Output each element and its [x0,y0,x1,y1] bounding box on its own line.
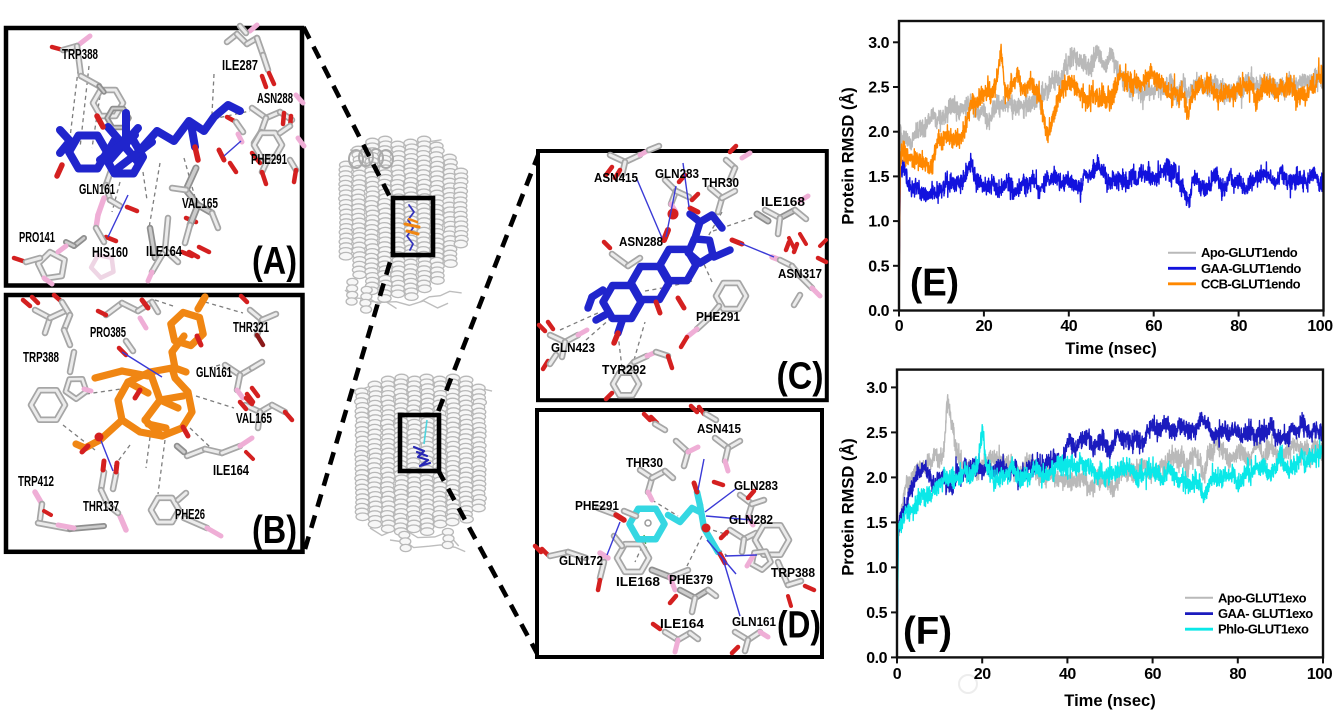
svg-text:PHE291: PHE291 [575,498,619,513]
svg-text:GLN423: GLN423 [551,340,595,355]
svg-text:PHE379: PHE379 [669,572,713,587]
svg-text:2.0: 2.0 [868,124,889,141]
svg-text:0: 0 [895,318,904,335]
svg-text:ILE287: ILE287 [222,57,258,74]
svg-text:60: 60 [1144,666,1161,683]
svg-text:GAA- GLUT1exo: GAA- GLUT1exo [1218,606,1313,621]
svg-text:ILE168: ILE168 [761,194,805,209]
svg-text:0.0: 0.0 [866,650,887,667]
svg-text:(A): (A) [252,240,297,283]
svg-text:ILE164: ILE164 [213,462,249,479]
svg-text:ASN288: ASN288 [619,234,663,249]
svg-text:CCB-GLUT1endo: CCB-GLUT1endo [1201,276,1301,291]
svg-text:80: 80 [1230,318,1247,335]
svg-text:Protein RMSD (Å): Protein RMSD (Å) [839,87,858,225]
svg-text:GLN283: GLN283 [655,166,699,181]
svg-text:3.0: 3.0 [866,380,887,397]
svg-text:40: 40 [1059,666,1076,683]
svg-text:TRP388: TRP388 [23,349,59,366]
svg-text:Apo-GLUT1exo: Apo-GLUT1exo [1218,590,1307,605]
svg-text:(B): (B) [252,509,297,552]
svg-text:1.0: 1.0 [866,560,887,577]
svg-text:100: 100 [1307,318,1333,335]
svg-text:GAA-GLUT1endo: GAA-GLUT1endo [1201,261,1301,276]
svg-text:40: 40 [1060,318,1077,335]
svg-text:GLN161: GLN161 [732,614,776,629]
svg-text:Apo-GLUT1endo: Apo-GLUT1endo [1201,245,1298,260]
svg-text:0.5: 0.5 [866,605,887,622]
svg-text:PHE291: PHE291 [696,309,740,324]
svg-text:ILE164: ILE164 [146,243,182,260]
svg-text:ASN288: ASN288 [257,90,293,107]
svg-text:PHE26: PHE26 [175,506,205,523]
svg-text:2.5: 2.5 [866,425,887,442]
svg-text:2.5: 2.5 [868,80,889,97]
svg-text:ILE164: ILE164 [660,616,705,631]
svg-text:(D): (D) [777,605,821,647]
svg-text:ASN415: ASN415 [697,421,741,436]
svg-text:100: 100 [1307,666,1333,683]
svg-text:PHE291: PHE291 [251,151,287,168]
svg-text:GLN283: GLN283 [734,478,778,493]
svg-text:GLN161: GLN161 [196,364,232,381]
svg-text:PRO141: PRO141 [19,229,55,246]
svg-text:Protein RMSD (Å): Protein RMSD (Å) [839,438,858,576]
svg-text:1.5: 1.5 [868,169,889,186]
svg-text:VAL165: VAL165 [236,410,272,427]
svg-text:TRP388: TRP388 [62,46,98,63]
svg-text:20: 20 [976,318,993,335]
svg-text:THR30: THR30 [702,175,739,190]
svg-text:(E): (E) [910,262,959,305]
svg-text:0.0: 0.0 [868,303,889,320]
svg-text:ASN415: ASN415 [594,170,638,185]
svg-text:TRP388: TRP388 [771,565,815,580]
svg-text:0.5: 0.5 [868,258,889,275]
svg-text:1.0: 1.0 [868,214,889,231]
svg-text:THR321: THR321 [233,319,269,336]
svg-text:(F): (F) [903,610,952,653]
svg-text:TYR292: TYR292 [602,362,646,377]
svg-text:GLN161: GLN161 [79,181,115,198]
svg-text:GLN282: GLN282 [729,512,773,527]
svg-text:Phlo-GLUT1exo: Phlo-GLUT1exo [1218,622,1309,637]
svg-text:THR30: THR30 [626,455,663,470]
svg-text:PRO385: PRO385 [90,324,126,341]
svg-text:GLN172: GLN172 [559,553,603,568]
svg-text:Time (nsec): Time (nsec) [1065,340,1156,358]
svg-text:3.0: 3.0 [868,35,889,52]
svg-text:ILE168: ILE168 [616,574,660,589]
svg-text:0: 0 [893,666,902,683]
svg-text:2.0: 2.0 [866,470,887,487]
svg-text:TRP412: TRP412 [18,473,54,490]
svg-text:80: 80 [1229,666,1246,683]
svg-text:(C): (C) [777,356,824,398]
svg-text:HIS160: HIS160 [92,244,128,261]
svg-text:THR137: THR137 [83,498,119,515]
svg-text:VAL165: VAL165 [182,195,218,212]
svg-text:ASN317: ASN317 [778,266,822,281]
svg-text:60: 60 [1145,318,1162,335]
svg-text:Time (nsec): Time (nsec) [1064,692,1155,710]
svg-text:20: 20 [974,666,991,683]
svg-text:1.5: 1.5 [866,515,887,532]
